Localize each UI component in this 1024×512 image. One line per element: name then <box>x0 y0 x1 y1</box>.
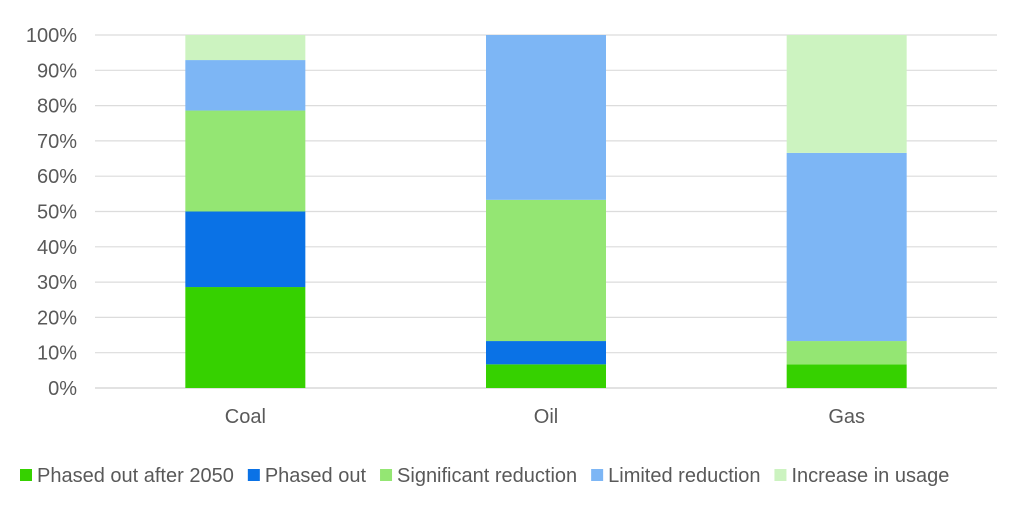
bars <box>185 35 907 388</box>
legend: Phased out after 2050 Phased out Significa… <box>20 465 949 487</box>
bar-gas-increase-in-usage <box>786 35 907 153</box>
y-tick-label: 60% <box>37 166 77 188</box>
axes: 0% 10% 20% 30% 40% 50% 60% 70% 80% 90% 100% Coal Oil… <box>26 25 865 428</box>
legend-label-phased-out: Phased out <box>265 465 367 487</box>
y-tick-label: 0% <box>48 378 77 400</box>
x-tick-label-oil: Oil <box>534 406 558 428</box>
y-tick-label: 90% <box>37 60 77 82</box>
bar-oil-significant-reduction <box>486 199 606 342</box>
bar-oil-phased-out-after-2050 <box>486 364 606 388</box>
bar-gas-limited-reduction <box>786 152 907 342</box>
legend-swatch-increase-in-usage <box>774 469 787 481</box>
y-tick-label: 20% <box>37 307 77 329</box>
legend-swatch-phased-out <box>247 469 260 481</box>
y-tick-label: 40% <box>37 237 77 259</box>
y-tick-label: 80% <box>37 96 77 118</box>
bar-coal-phased-out <box>185 211 306 288</box>
legend-swatch-limited-reduction <box>591 469 604 481</box>
legend-label-phased-out-after-2050: Phased out after 2050 <box>37 465 234 487</box>
y-tick-label: 10% <box>37 343 77 365</box>
bar-gas-significant-reduction <box>786 341 907 365</box>
bar-gas-phased-out-after-2050 <box>786 364 907 388</box>
bar-coal-increase-in-usage <box>185 35 306 61</box>
y-tick-label: 30% <box>37 272 77 294</box>
bar-coal-phased-out-after-2050 <box>185 287 306 388</box>
bar-oil-limited-reduction <box>486 35 606 200</box>
legend-swatch-phased-out-after-2050 <box>20 469 32 481</box>
bar-oil-phased-out <box>486 341 606 365</box>
y-tick-label: 100% <box>26 25 77 47</box>
legend-label-increase-in-usage: Increase in usage <box>791 465 949 487</box>
bar-coal-significant-reduction <box>185 110 306 212</box>
y-tick-label: 50% <box>37 202 77 224</box>
legend-swatch-significant-reduction <box>380 469 393 481</box>
x-tick-label-coal: Coal <box>225 406 266 428</box>
bar-coal-limited-reduction <box>185 60 306 111</box>
legend-label-significant-reduction: Significant reduction <box>397 465 577 487</box>
legend-label-limited-reduction: Limited reduction <box>608 465 760 487</box>
y-tick-label: 70% <box>37 131 77 153</box>
x-tick-label-gas: Gas <box>828 406 865 428</box>
